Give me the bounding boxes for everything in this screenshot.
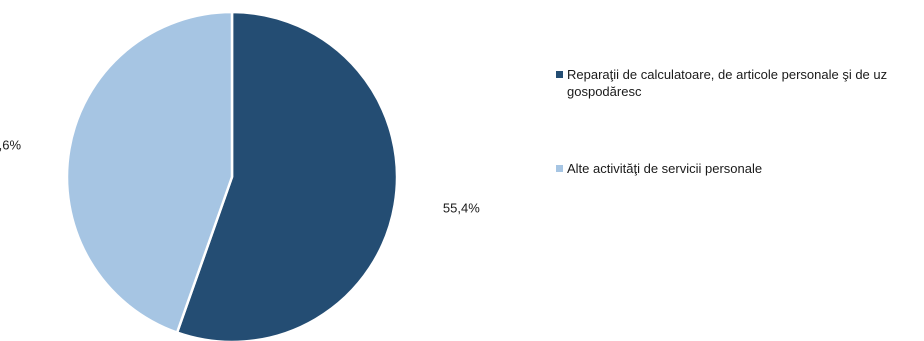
slice-value-label-1: 44,6%	[0, 138, 21, 153]
legend: Reparaţii de calculatoare, de articole p…	[556, 66, 924, 177]
legend-item-alte-activitati: Alte activităţi de servicii personale	[556, 160, 924, 177]
legend-item-reparatii: Reparaţii de calculatoare, de articole p…	[556, 66, 924, 100]
legend-label-reparatii: Reparaţii de calculatoare, de articole p…	[567, 67, 888, 99]
legend-swatch-reparatii	[556, 71, 563, 78]
slice-value-label-0: 55,4%	[443, 200, 480, 215]
pie-slice-1	[65, 10, 234, 334]
legend-swatch-alte-activitati	[556, 165, 563, 172]
legend-label-alte-activitati: Alte activităţi de servicii personale	[567, 161, 763, 176]
